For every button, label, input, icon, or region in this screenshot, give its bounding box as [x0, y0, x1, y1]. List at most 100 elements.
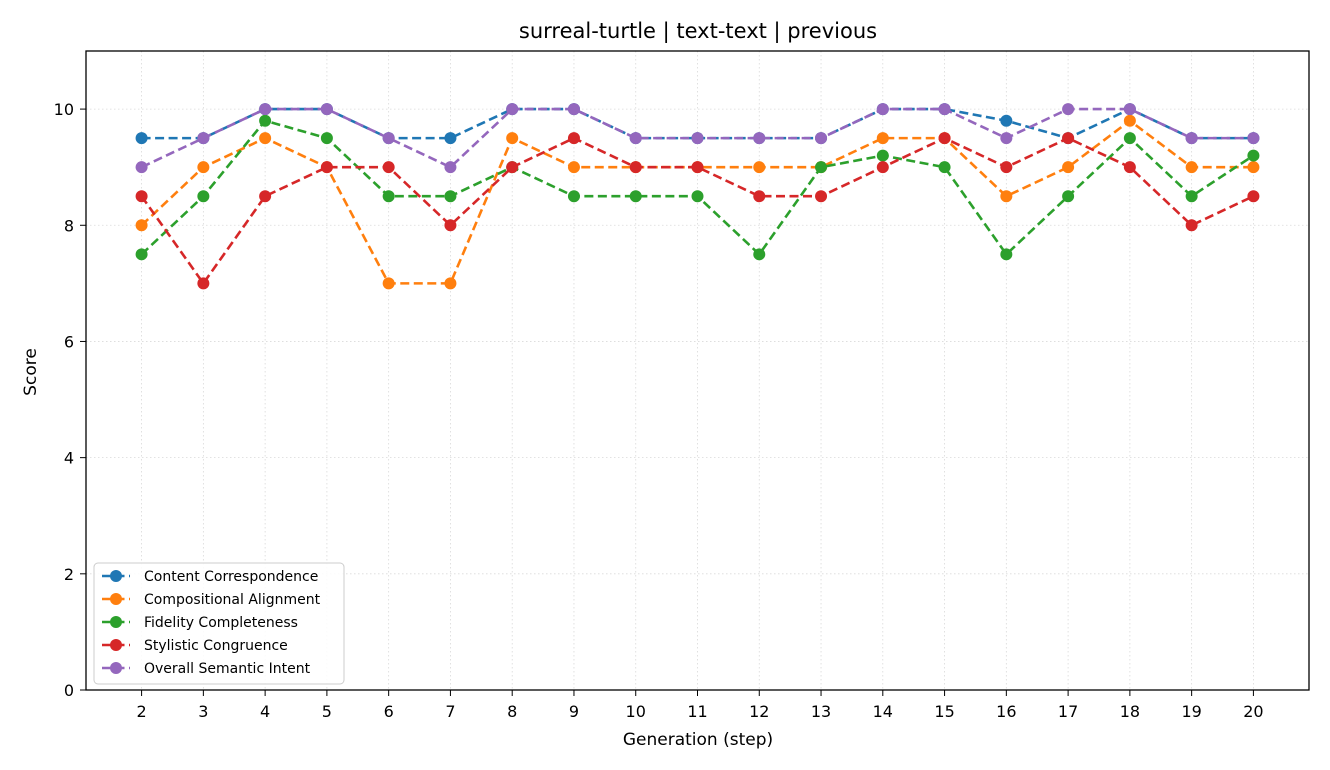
data-point: [135, 248, 148, 261]
data-point: [320, 132, 333, 145]
data-point: [135, 190, 148, 203]
data-point: [1123, 103, 1136, 116]
data-point: [197, 132, 210, 145]
y-tick-label: 4: [64, 449, 74, 468]
data-point: [1000, 161, 1013, 174]
data-point: [444, 277, 457, 290]
data-point: [815, 161, 828, 174]
data-point: [876, 103, 889, 116]
series-5: [135, 103, 1260, 174]
x-axis-ticks: 2 3 4 5 6 7 8 9 10 11 12 13 14 15 16 17 18 19 20: [136, 690, 1264, 721]
data-point: [506, 132, 519, 145]
x-tick-label: 8: [507, 702, 517, 721]
data-point: [1185, 190, 1198, 203]
x-tick-label: 15: [934, 702, 954, 721]
legend-item: Overall Semantic Intent: [102, 661, 311, 677]
legend-label: Fidelity Completeness: [144, 615, 298, 631]
legend-swatch-marker: [110, 593, 122, 605]
data-point: [1185, 161, 1198, 174]
data-point: [444, 132, 457, 145]
data-point: [135, 132, 148, 145]
legend-label: Overall Semantic Intent: [144, 661, 311, 677]
data-point: [444, 219, 457, 232]
data-point: [815, 132, 828, 145]
data-point: [629, 161, 642, 174]
y-tick-label: 10: [54, 100, 74, 119]
data-point: [876, 132, 889, 145]
data-point: [629, 190, 642, 203]
data-point: [1247, 190, 1260, 203]
data-point: [1123, 114, 1136, 127]
y-tick-label: 2: [64, 565, 74, 584]
x-tick-label: 20: [1243, 702, 1263, 721]
chart-title: surreal-turtle | text-text | previous: [519, 19, 877, 44]
data-point: [753, 190, 766, 203]
legend-label: Compositional Alignment: [144, 592, 321, 608]
x-axis-label: Generation (step): [623, 730, 773, 750]
legend-item: Compositional Alignment: [102, 592, 321, 608]
data-point: [1000, 190, 1013, 203]
x-tick-label: 16: [996, 702, 1016, 721]
data-point: [320, 161, 333, 174]
y-tick-label: 8: [64, 216, 74, 235]
legend-swatch-marker: [110, 570, 122, 582]
data-point: [1123, 161, 1136, 174]
series-layer: [135, 103, 1260, 290]
data-point: [1000, 248, 1013, 261]
x-tick-label: 11: [687, 702, 707, 721]
data-point: [259, 132, 272, 145]
x-tick-label: 13: [811, 702, 831, 721]
data-point: [1062, 190, 1075, 203]
data-point: [382, 161, 395, 174]
x-tick-label: 7: [445, 702, 455, 721]
data-point: [382, 277, 395, 290]
data-point: [259, 103, 272, 116]
data-point: [1062, 132, 1075, 145]
legend-box: [93, 562, 345, 685]
data-point: [876, 161, 889, 174]
data-point: [815, 190, 828, 203]
data-point: [135, 219, 148, 232]
x-tick-label: 9: [569, 702, 579, 721]
data-point: [1000, 114, 1013, 127]
data-point: [1062, 103, 1075, 116]
data-point: [259, 190, 272, 203]
data-point: [567, 190, 580, 203]
x-tick-label: 5: [322, 702, 332, 721]
x-tick-label: 14: [873, 702, 893, 721]
data-point: [567, 161, 580, 174]
data-point: [444, 190, 457, 203]
data-point: [197, 277, 210, 290]
x-tick-label: 2: [136, 702, 146, 721]
y-tick-label: 6: [64, 332, 74, 351]
data-point: [753, 248, 766, 261]
data-point: [938, 132, 951, 145]
data-point: [197, 190, 210, 203]
x-tick-label: 10: [626, 702, 646, 721]
legend: Content Correspondence Compositional Alig…: [93, 562, 345, 685]
data-point: [753, 132, 766, 145]
x-tick-label: 18: [1120, 702, 1140, 721]
data-point: [1185, 132, 1198, 145]
data-point: [320, 103, 333, 116]
data-point: [1247, 149, 1260, 162]
data-point: [876, 149, 889, 162]
x-tick-label: 3: [198, 702, 208, 721]
legend-label: Stylistic Congruence: [144, 638, 288, 654]
x-tick-label: 19: [1181, 702, 1201, 721]
data-point: [444, 161, 457, 174]
data-point: [938, 161, 951, 174]
x-tick-label: 17: [1058, 702, 1078, 721]
data-point: [1062, 161, 1075, 174]
x-tick-label: 12: [749, 702, 769, 721]
legend-item: Stylistic Congruence: [102, 638, 288, 654]
data-point: [1123, 132, 1136, 145]
data-point: [259, 114, 272, 127]
data-point: [938, 103, 951, 116]
legend-swatch-marker: [110, 662, 122, 674]
x-tick-label: 4: [260, 702, 270, 721]
data-point: [1000, 132, 1013, 145]
series-4: [135, 132, 1260, 290]
data-point: [567, 103, 580, 116]
